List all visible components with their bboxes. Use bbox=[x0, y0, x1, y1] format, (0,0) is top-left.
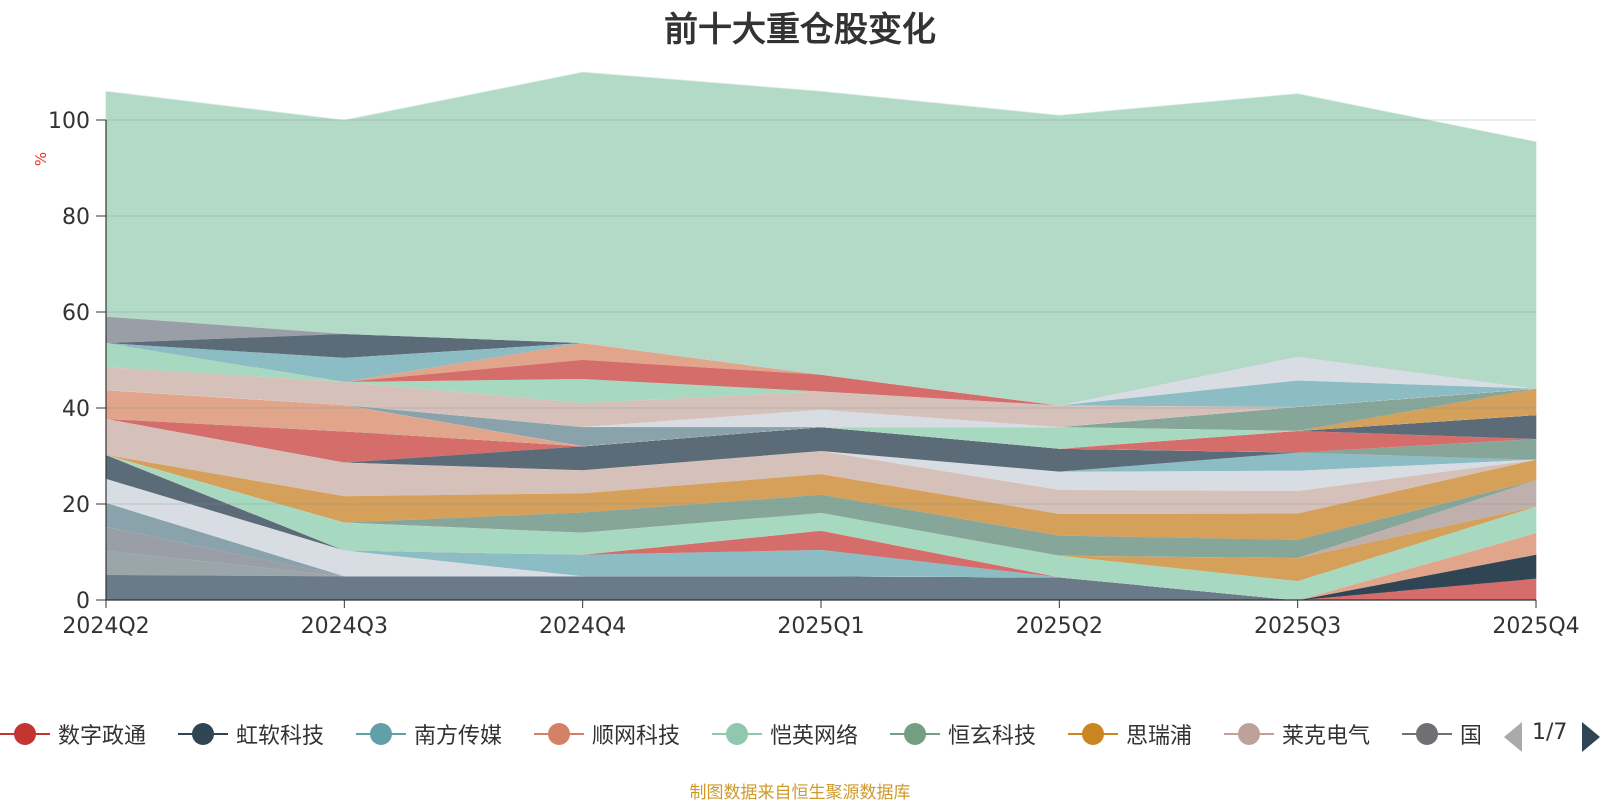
legend-item[interactable]: 恒玄科技 bbox=[890, 716, 1036, 752]
legend-marker-icon bbox=[178, 719, 228, 749]
legend-label: 南方传媒 bbox=[414, 724, 503, 749]
legend-item[interactable]: 莱克电气 bbox=[1224, 716, 1370, 752]
chart-title: 前十大重仓股变化 bbox=[664, 10, 936, 50]
legend-label: 恺英网络 bbox=[770, 724, 859, 749]
x-tick-label: 2025Q1 bbox=[777, 614, 864, 639]
y-tick-label: 100 bbox=[48, 109, 90, 134]
x-tick-label: 2024Q3 bbox=[301, 614, 388, 639]
legend-marker-icon bbox=[890, 719, 940, 749]
y-tick-label: 60 bbox=[62, 301, 90, 326]
legend-item[interactable]: 思瑞浦 bbox=[1068, 716, 1192, 752]
legend-label: 恒玄科技 bbox=[948, 724, 1037, 749]
legend-label: 莱克电气 bbox=[1282, 724, 1371, 749]
legend-prev-page-icon[interactable] bbox=[1504, 722, 1522, 752]
legend-item[interactable]: 数字政通 bbox=[0, 716, 146, 752]
legend-label: 顺网科技 bbox=[592, 724, 681, 749]
y-tick-label: 0 bbox=[76, 589, 90, 614]
legend-label: 国 bbox=[1460, 724, 1480, 749]
legend-item[interactable]: 恺英网络 bbox=[712, 716, 858, 752]
legend-marker-icon bbox=[712, 719, 762, 749]
stacked-area-chart: 0 20 40 60 80 100 2024Q2 2024Q3 2024Q4 2025Q1 2025… bbox=[48, 71, 1580, 639]
legend-marker-icon bbox=[1224, 719, 1274, 749]
legend-label: 虹软科技 bbox=[236, 724, 325, 749]
legend-marker-icon bbox=[0, 719, 50, 749]
legend-marker-icon bbox=[1068, 719, 1118, 749]
legend-page-indicator: 1/7 bbox=[1532, 720, 1568, 745]
legend-item[interactable]: 国 bbox=[1402, 716, 1480, 752]
x-tick-label: 2025Q4 bbox=[1492, 614, 1579, 639]
x-tick-label: 2024Q2 bbox=[62, 614, 149, 639]
legend-label: 数字政通 bbox=[58, 724, 147, 749]
legend-label: 思瑞浦 bbox=[1126, 724, 1193, 749]
x-tick-label: 2025Q3 bbox=[1254, 614, 1341, 639]
x-tick-label: 2025Q2 bbox=[1016, 614, 1103, 639]
legend-marker-icon bbox=[356, 719, 406, 749]
legend-pager: 1/7 bbox=[1496, 720, 1600, 754]
legend-marker-icon bbox=[1402, 719, 1452, 749]
legend-item[interactable]: 虹软科技 bbox=[178, 716, 324, 752]
source-note: 制图数据来自恒生聚源数据库 bbox=[689, 783, 911, 803]
y-tick-label: 20 bbox=[62, 493, 90, 518]
legend-next-page-icon[interactable] bbox=[1582, 722, 1600, 752]
legend-marker-icon bbox=[534, 719, 584, 749]
x-tick-label: 2024Q4 bbox=[539, 614, 626, 639]
y-tick-label: 80 bbox=[62, 205, 90, 230]
legend-item[interactable]: 南方传媒 bbox=[356, 716, 502, 752]
area-layers bbox=[105, 71, 1537, 601]
area-series-edge-38 bbox=[105, 71, 1537, 142]
legend: 数字政通 虹软科技 南方传媒 顺网科技 恺英网络 恒玄科技 思瑞浦 莱克电气 国 bbox=[0, 716, 1480, 752]
legend-item[interactable]: 顺网科技 bbox=[534, 716, 680, 752]
y-tick-label: 40 bbox=[62, 397, 90, 422]
